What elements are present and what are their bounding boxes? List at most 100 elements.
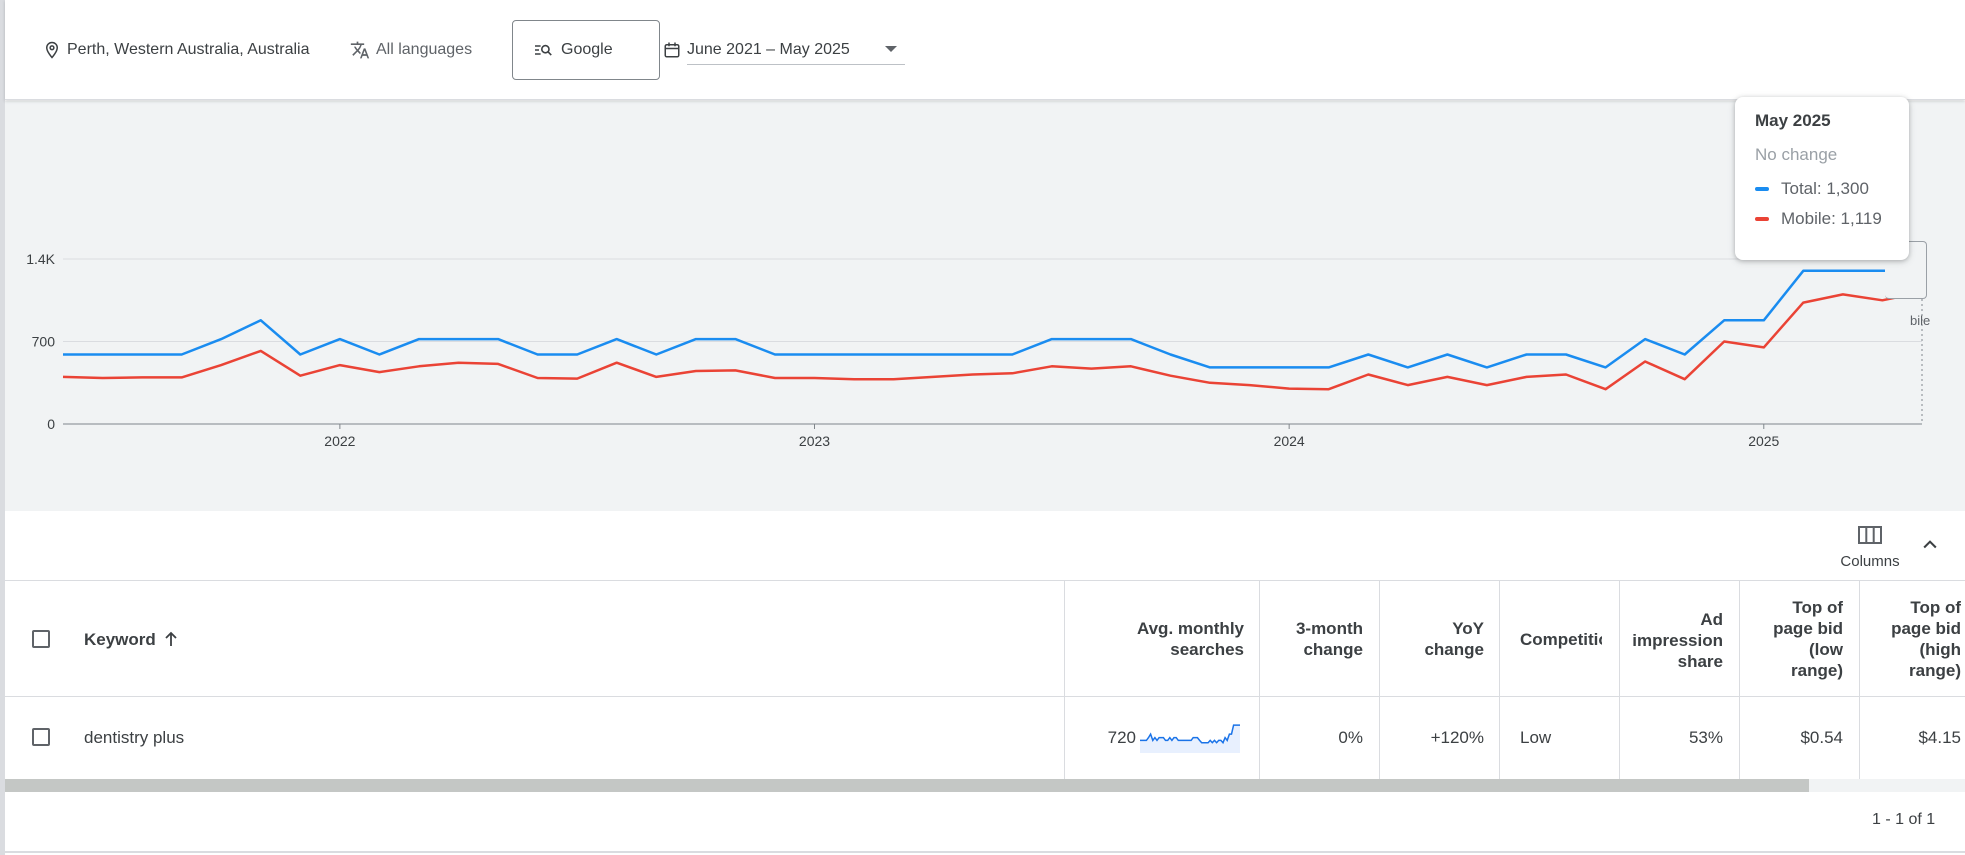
total-swatch bbox=[1755, 187, 1769, 191]
column-separator bbox=[1379, 697, 1380, 779]
series-line-mobile bbox=[62, 290, 1923, 391]
tooltip-total-row: Total: 1,300 bbox=[1755, 179, 1889, 199]
translate-icon bbox=[350, 41, 370, 59]
column-separator bbox=[1379, 581, 1380, 697]
column-separator bbox=[1739, 697, 1740, 779]
header-competition[interactable]: Competition bbox=[1520, 581, 1602, 697]
column-separator bbox=[1619, 581, 1620, 697]
x-tick-label: 2022 bbox=[324, 433, 355, 449]
header-yoy-line1: YoY bbox=[1452, 619, 1484, 638]
header-top-bid-low[interactable]: Top of page bid (low range) bbox=[1739, 581, 1843, 697]
header-top-bid-low-text: Top of page bid (low range) bbox=[1773, 597, 1843, 681]
columns-button[interactable]: Columns bbox=[1815, 525, 1925, 570]
header-ad-impression-text: Ad impression share bbox=[1632, 609, 1723, 672]
keyword-cell: dentistry plus bbox=[84, 728, 185, 747]
columns-icon bbox=[1858, 526, 1882, 544]
header-top-bid-high-line4: range) bbox=[1909, 661, 1961, 680]
column-separator bbox=[1859, 697, 1860, 779]
page-left-border bbox=[0, 0, 5, 855]
header-top-bid-high-text: Top of page bid (high range) bbox=[1891, 597, 1961, 681]
x-tick-label: 2024 bbox=[1274, 433, 1305, 449]
table-header: Keyword Avg. monthly searches 3-month ch… bbox=[5, 581, 1965, 697]
column-separator bbox=[1499, 581, 1500, 697]
header-avg-monthly-line2: searches bbox=[1170, 640, 1244, 659]
filter-bar: Perth, Western Australia, Australia All … bbox=[5, 0, 1965, 100]
header-keyword-label: Keyword bbox=[84, 629, 156, 649]
yoy-cell: +120% bbox=[1430, 728, 1484, 747]
tooltip-subtitle: No change bbox=[1755, 145, 1838, 164]
trend-chart-svg: 0 700 1.4K 2022 2023 2024 2025 bbox=[26, 251, 1927, 449]
header-top-bid-high-line2: page bid bbox=[1891, 619, 1961, 638]
top-bid-high-cell: $4.15 bbox=[1918, 728, 1961, 747]
avg-monthly-cell: 720 bbox=[1107, 728, 1136, 747]
y-tick-label: 1.4K bbox=[26, 251, 55, 267]
header-yoy[interactable]: YoY change bbox=[1379, 581, 1484, 697]
chevron-down-icon[interactable] bbox=[885, 46, 897, 52]
header-top-bid-high-line1: Top of bbox=[1910, 598, 1961, 617]
header-keyword[interactable]: Keyword bbox=[84, 581, 284, 697]
header-avg-monthly[interactable]: Avg. monthly searches bbox=[1064, 581, 1244, 697]
y-tick-label: 700 bbox=[32, 334, 56, 350]
series-line-total bbox=[63, 269, 1922, 369]
column-separator bbox=[1064, 581, 1065, 697]
header-top-bid-low-line3: (low bbox=[1809, 640, 1843, 659]
date-range-filter[interactable]: June 2021 – May 2025 bbox=[663, 37, 850, 63]
column-separator bbox=[1259, 697, 1260, 779]
header-top-bid-low-line1: Top of bbox=[1792, 598, 1843, 617]
sort-ascending-icon bbox=[165, 631, 177, 646]
three-month-cell: 0% bbox=[1338, 728, 1363, 747]
column-separator bbox=[1859, 581, 1860, 697]
row-checkbox[interactable] bbox=[32, 728, 50, 746]
y-tick-label: 0 bbox=[47, 416, 55, 432]
language-label: All languages bbox=[376, 41, 473, 58]
pagination-label: 1 - 1 of 1 bbox=[1872, 811, 1936, 828]
x-tick-label: 2023 bbox=[799, 433, 830, 449]
header-top-bid-low-line2: page bid bbox=[1773, 619, 1843, 638]
header-ad-impression-line1: Ad bbox=[1700, 610, 1723, 629]
header-top-bid-high-line3: (high bbox=[1919, 640, 1961, 659]
header-top-bid-low-line4: range) bbox=[1791, 661, 1843, 680]
ad-impression-cell: 53% bbox=[1688, 728, 1723, 747]
network-filter[interactable]: Google bbox=[512, 20, 660, 80]
header-ad-impression[interactable]: Ad impression share bbox=[1619, 581, 1723, 697]
tooltip-mobile-row: Mobile: 1,119 bbox=[1755, 209, 1889, 229]
sparkline-area bbox=[1140, 725, 1240, 753]
header-yoy-line2: change bbox=[1424, 640, 1484, 659]
tooltip-mobile: Mobile: 1,119 bbox=[1781, 209, 1882, 228]
calendar-icon bbox=[664, 42, 680, 58]
header-ad-impression-line2: impression bbox=[1632, 631, 1723, 650]
header-ad-impression-line3: share bbox=[1677, 652, 1723, 671]
chevron-up-icon bbox=[1923, 540, 1937, 549]
tooltip-title: May 2025 bbox=[1755, 111, 1831, 130]
location-filter[interactable]: Perth, Western Australia, Australia bbox=[43, 37, 309, 63]
bottom-divider bbox=[5, 851, 1965, 853]
columns-label: Columns bbox=[1840, 553, 1900, 570]
tooltip-total: Total: 1,300 bbox=[1781, 179, 1869, 198]
location-pin-icon bbox=[45, 41, 59, 59]
column-separator bbox=[1259, 581, 1260, 697]
header-avg-monthly-text: Avg. monthly searches bbox=[1137, 618, 1244, 660]
column-separator bbox=[1739, 581, 1740, 697]
header-top-bid-high[interactable]: Top of page bid (high range) bbox=[1859, 581, 1961, 697]
search-trend-chart: 0 700 1.4K 2022 2023 2024 2025 bile bbox=[5, 101, 1965, 511]
x-tick-label: 2025 bbox=[1748, 433, 1779, 449]
network-label: Google bbox=[561, 41, 613, 58]
date-range-underline bbox=[687, 64, 905, 65]
header-3-month-text: 3-month change bbox=[1296, 618, 1363, 660]
header-avg-monthly-line1: Avg. monthly bbox=[1136, 619, 1244, 638]
header-3-month-line1: 3-month bbox=[1295, 619, 1363, 638]
header-yoy-text: YoY change bbox=[1424, 618, 1484, 660]
location-label: Perth, Western Australia, Australia bbox=[67, 41, 310, 58]
horizontal-scrollbar-thumb[interactable] bbox=[5, 779, 1809, 792]
header-3-month-line2: change bbox=[1303, 640, 1363, 659]
language-filter[interactable]: All languages bbox=[350, 37, 472, 63]
chart-toggle-label: bile bbox=[1910, 313, 1931, 328]
sparkline-line bbox=[1140, 724, 1240, 745]
chart-tooltip: May 2025 No change Total: 1,300 Mobile: … bbox=[1735, 97, 1909, 260]
table-row: dentistry plus 720 0% +120% Low 53% $0.5… bbox=[5, 697, 1965, 779]
column-separator bbox=[1619, 697, 1620, 779]
collapse-button[interactable] bbox=[1920, 535, 1940, 560]
table-toolbar: Columns bbox=[5, 511, 1965, 581]
header-3-month[interactable]: 3-month change bbox=[1259, 581, 1363, 697]
select-all-checkbox[interactable] bbox=[32, 630, 50, 648]
